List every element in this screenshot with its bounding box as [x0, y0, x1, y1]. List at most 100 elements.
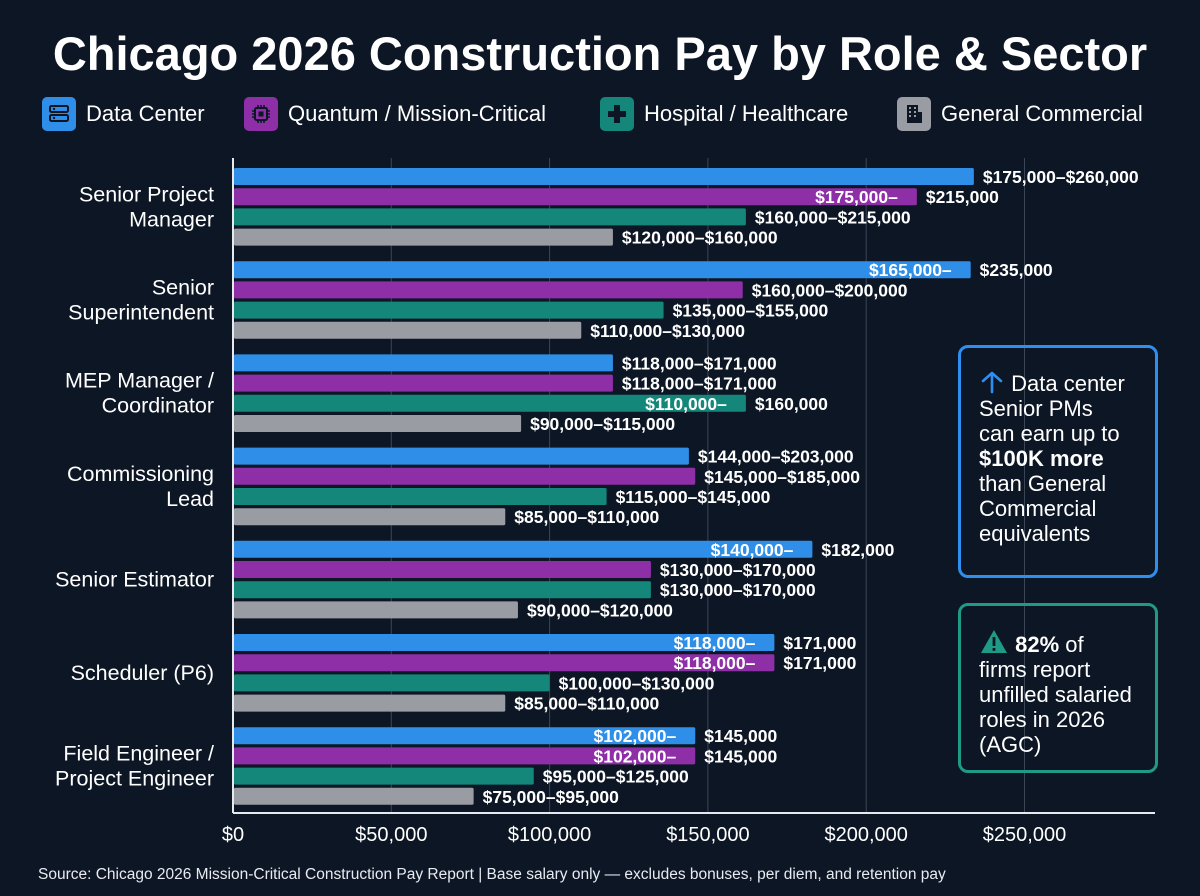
bar	[234, 727, 696, 745]
server-icon	[42, 97, 76, 131]
bar	[234, 508, 506, 526]
bar	[234, 601, 518, 619]
bar-value-label: $85,000–$110,000	[514, 507, 659, 527]
bar	[234, 581, 651, 599]
bar-value-label: $175,000–$260,000	[983, 167, 1139, 187]
bar-value-label: $140,000–	[711, 540, 794, 560]
category-label: Project Engineer	[55, 767, 214, 791]
category-label: Commissioning	[67, 462, 214, 486]
x-tick-label: $50,000	[355, 824, 427, 846]
bar	[234, 188, 917, 206]
legend-label: General Commercial	[941, 101, 1143, 126]
bar	[234, 301, 664, 319]
callout-highlight: 82%	[1015, 632, 1060, 657]
bar	[234, 767, 534, 785]
bar	[234, 415, 522, 432]
category-label: MEP Manager /	[65, 369, 214, 393]
bar-value-label: $145,000	[704, 746, 777, 766]
bar-value-label: $130,000–$170,000	[660, 560, 816, 580]
bar-value-label: $115,000–$145,000	[616, 487, 771, 507]
warning-icon	[981, 630, 1007, 653]
bar-value-label: $145,000	[704, 726, 777, 746]
bar-value-label: $215,000	[926, 187, 999, 207]
callout-text: firms report	[979, 657, 1091, 682]
medical-cross-icon	[600, 97, 634, 131]
bar	[234, 674, 550, 692]
office-building-icon	[897, 97, 931, 131]
bar	[234, 321, 582, 339]
legend-item-data-center: Data Center	[42, 96, 205, 132]
bar-value-label: $118,000–	[674, 633, 756, 653]
callout-text: can earn up to	[979, 421, 1120, 446]
bar-value-label: $171,000	[783, 653, 856, 673]
bar-value-label: $160,000	[755, 394, 828, 414]
bar-value-label: $235,000	[980, 260, 1053, 280]
bar	[234, 281, 743, 299]
bar	[234, 654, 775, 672]
callout-text: Data center	[1011, 371, 1125, 396]
bar	[234, 228, 613, 246]
x-tick-label: $150,000	[666, 824, 749, 846]
category-label: Scheduler (P6)	[71, 661, 214, 685]
category-label: Senior	[152, 276, 214, 300]
legend-label: Data Center	[86, 101, 205, 126]
legend-label: Quantum / Mission-Critical	[288, 101, 546, 126]
bar-value-label: $110,000–$130,000	[590, 321, 745, 341]
callout-text: than General	[979, 471, 1107, 496]
bar-value-label: $118,000–	[674, 653, 756, 673]
bar	[234, 447, 689, 465]
chart-title: Chicago 2026 Construction Pay by Role & …	[52, 27, 1148, 80]
bar	[234, 694, 506, 712]
callout-text: roles in 2026	[979, 707, 1105, 732]
unfilled-roles-callout: 82% of firms report unfilled salaried ro…	[958, 603, 1158, 773]
source-note: Source: Chicago 2026 Mission-Critical Co…	[38, 866, 946, 883]
legend-item-general-commercial: General Commercial	[897, 96, 1143, 132]
bar-value-label: $110,000–	[645, 394, 727, 414]
x-tick-label: $250,000	[983, 824, 1066, 846]
callout-text: Senior PMs	[979, 396, 1093, 421]
legend-item-quantum: Quantum / Mission-Critical	[244, 96, 546, 132]
bar-value-label: $145,000–$185,000	[704, 467, 860, 487]
bar-value-label: $85,000–$110,000	[514, 694, 659, 714]
callout-text: equivalents	[979, 521, 1091, 546]
category-label: Senior Estimator	[55, 568, 214, 592]
callout-text: Commercial	[979, 496, 1097, 521]
bar-value-label: $102,000–	[594, 746, 677, 766]
bar	[234, 488, 607, 505]
bar	[234, 634, 775, 651]
bar	[234, 168, 974, 185]
category-label: Senior Project	[79, 182, 214, 206]
callout-text: (AGC)	[979, 732, 1042, 757]
bar-value-label: $118,000–$171,000	[622, 374, 777, 394]
bar-value-label: $135,000–$155,000	[673, 301, 829, 321]
bar-value-label: $90,000–$115,000	[530, 414, 675, 434]
bar-value-label: $100,000–$130,000	[559, 673, 715, 693]
bar	[234, 374, 613, 392]
callout-text: unfilled salaried	[979, 682, 1132, 707]
bar-value-label: $102,000–	[594, 726, 677, 746]
bar	[234, 394, 746, 412]
bar	[234, 561, 651, 578]
bar-value-label: $182,000	[821, 540, 894, 560]
bar-value-label: $75,000–$95,000	[483, 787, 620, 807]
callout-text: of	[1059, 632, 1084, 657]
bar-value-label: $130,000–$170,000	[660, 580, 816, 600]
bar	[234, 747, 696, 765]
x-tick-label: $100,000	[508, 824, 591, 846]
bar	[234, 208, 746, 226]
legend-item-hospital: Hospital / Healthcare	[600, 96, 848, 132]
bar-value-label: $160,000–$215,000	[755, 207, 911, 227]
bar	[234, 540, 813, 558]
x-tick-label: $200,000	[824, 824, 907, 846]
bar-value-label: $165,000–	[869, 260, 952, 280]
bar-value-label: $90,000–$120,000	[527, 600, 673, 620]
bar	[234, 787, 474, 805]
bar-value-label: $175,000–	[815, 187, 898, 207]
category-label: Superintendent	[68, 301, 214, 325]
bar	[234, 467, 696, 485]
chart-legend: Data Center Quantum / Mission-Critical H…	[0, 96, 1200, 132]
bar-value-label: $120,000–$160,000	[622, 228, 778, 248]
bar	[234, 261, 971, 279]
bar-value-label: $160,000–$200,000	[752, 280, 908, 300]
